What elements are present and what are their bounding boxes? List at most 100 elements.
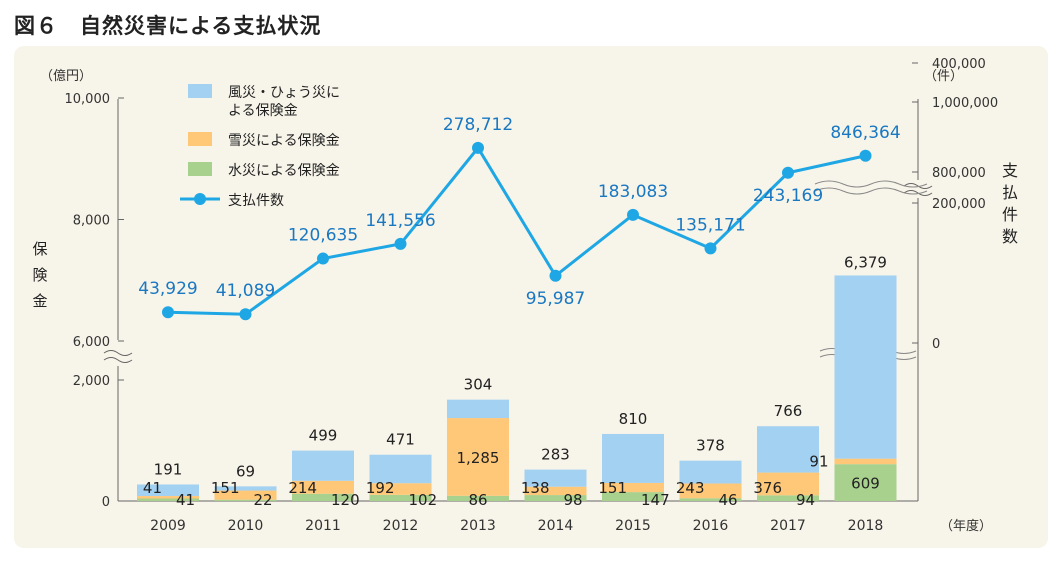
- bar-snow: [137, 496, 199, 499]
- legend-label: 水災による保険金: [228, 163, 340, 179]
- left-axis-break: [103, 350, 133, 363]
- right-tick-label: 1,000,000: [932, 96, 998, 111]
- right-axis-title-char: 件: [1002, 205, 1018, 224]
- bar-label-snow: 41: [143, 479, 162, 497]
- legend-label: 風災・ひょう災に: [228, 85, 340, 101]
- left-tick-label: 0: [102, 495, 110, 510]
- bar-label-water: 609: [851, 475, 880, 493]
- bar-label-water: 147: [641, 491, 670, 509]
- legend-swatch: [188, 84, 212, 98]
- bar-label-snow: 376: [753, 479, 782, 497]
- bar-wind: [524, 469, 587, 487]
- payment-count-label: 120,635: [288, 226, 358, 246]
- bar-water: [369, 494, 432, 501]
- category-label: 2017: [770, 518, 806, 534]
- bar-snow: [602, 482, 664, 493]
- bar-snow: [214, 490, 277, 500]
- bar-wind: [679, 460, 742, 484]
- bar-label-wind: 810: [619, 410, 648, 428]
- bar-wind: [602, 433, 664, 483]
- bar-label-snow: 151: [598, 479, 627, 497]
- payment-count-label: 243,169: [753, 186, 823, 206]
- x-axis-unit: （年度）: [940, 518, 992, 534]
- bar-water: [679, 498, 742, 501]
- bar-water: [602, 492, 664, 501]
- bar-snow: [757, 472, 819, 496]
- bar-snow: [447, 418, 509, 496]
- bar-snow: [679, 483, 742, 499]
- bar-label-wind: 191: [154, 460, 183, 478]
- bar-label-wind: 378: [696, 437, 725, 455]
- legend-label: 雪災による保険金: [228, 133, 340, 149]
- figure-title: 図６ 自然災害による支払状況: [14, 14, 322, 38]
- payment-count-label: 846,364: [830, 123, 900, 143]
- payment-count-point: [859, 149, 872, 162]
- left-axis-unit: （億円）: [40, 68, 92, 84]
- right-axis-break: [903, 183, 933, 196]
- payment-count-point: [162, 306, 174, 319]
- payment-count-label: 141,556: [365, 211, 435, 231]
- bar-water: [524, 495, 587, 501]
- category-label: 2009: [150, 518, 186, 534]
- right-axis-title-char: 払: [1002, 183, 1018, 202]
- bar-label-snow: 151: [211, 479, 240, 497]
- payment-count-point: [317, 252, 329, 265]
- category-label: 2016: [693, 518, 729, 534]
- right-axis-title-char: 数: [1002, 227, 1018, 246]
- bar-label-water: 120: [331, 491, 360, 509]
- bar-label-wind: 69: [236, 462, 255, 480]
- legend-label: よる保険金: [228, 103, 298, 119]
- legend-swatch: [188, 162, 212, 176]
- right-axis-unit: （件）: [924, 69, 963, 84]
- bar-snow: [524, 486, 587, 496]
- left-tick-label: 6,000: [73, 335, 110, 350]
- payment-count-label: 278,712: [443, 115, 513, 135]
- left-tick-label: 8,000: [73, 214, 110, 229]
- bar-label-water: 102: [409, 491, 438, 509]
- bar-label-snow: 1,285: [457, 449, 500, 467]
- category-label: 2012: [383, 518, 419, 534]
- bar-snow: [834, 458, 897, 465]
- bar-wind: [757, 426, 819, 473]
- line-region-break: [814, 180, 928, 195]
- bar-label-water: 86: [468, 491, 487, 509]
- left-axis-title-char: 険: [32, 266, 47, 284]
- left-axis-title-char: 金: [32, 292, 47, 310]
- bar-water: [834, 464, 897, 501]
- bar-label-water: 41: [176, 491, 195, 509]
- left-tick-label: 10,000: [65, 92, 111, 107]
- payment-count-label: 43,929: [138, 279, 197, 299]
- bar-wind: [447, 399, 509, 419]
- payment-count-point: [394, 237, 407, 250]
- bar-snow: [369, 483, 432, 495]
- bar-water: [137, 498, 199, 501]
- bar-snow: [292, 480, 354, 494]
- bar-wind: [292, 450, 354, 481]
- bar-label-wind: 499: [309, 427, 338, 445]
- category-label: 2015: [615, 518, 651, 534]
- payment-count-point: [239, 308, 252, 321]
- category-label: 2010: [228, 518, 264, 534]
- bar-wind: [137, 484, 199, 497]
- payment-count-label: 95,987: [526, 289, 585, 309]
- payment-count-point: [627, 208, 639, 221]
- bar-label-water: 98: [564, 491, 583, 509]
- right-tick-label: 800,000: [932, 166, 986, 181]
- bar-label-snow: 192: [366, 479, 395, 497]
- payment-count-point: [704, 242, 717, 255]
- bar-label-wind: 6,379: [844, 253, 887, 271]
- payment-count-point: [549, 269, 562, 282]
- right-tick-label: 200,000: [932, 197, 986, 212]
- payment-count-label: 135,171: [675, 215, 745, 235]
- category-label: 2011: [305, 518, 341, 534]
- bar-label-snow: 91: [809, 453, 828, 471]
- right-tick-label: 400,000: [932, 57, 986, 72]
- left-axis-title-char: 保: [32, 240, 47, 258]
- bar-label-snow: 138: [521, 479, 550, 497]
- bar-label-wind: 766: [774, 402, 803, 420]
- legend-swatch: [188, 132, 212, 146]
- legend-label: 支払件数: [228, 193, 284, 209]
- bar-water: [757, 495, 819, 501]
- bar-label-water: 94: [796, 491, 815, 509]
